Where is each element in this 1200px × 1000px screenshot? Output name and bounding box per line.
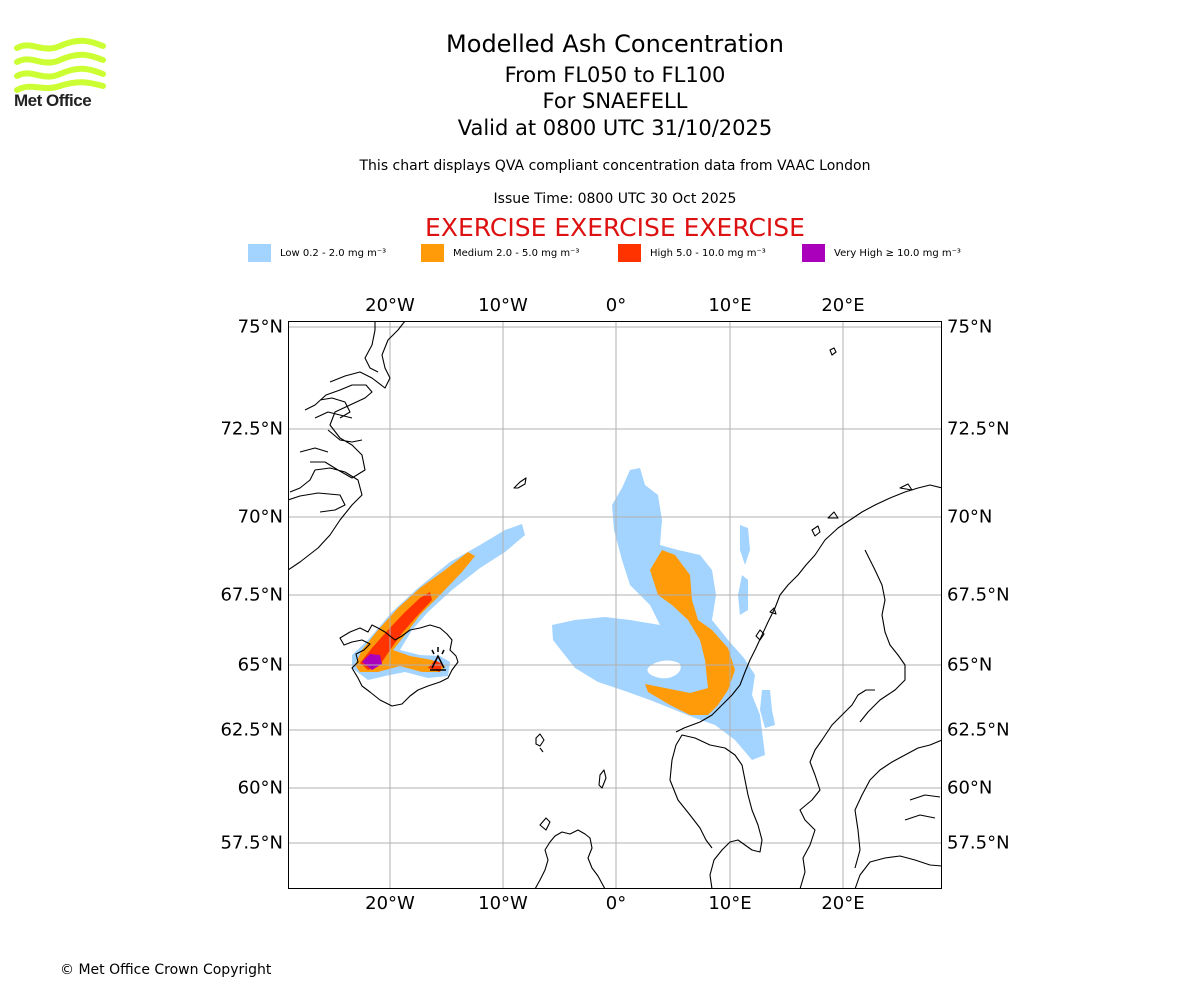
lat-tick-left: 67.5°N xyxy=(220,584,283,606)
lat-tick-left: 72.5°N xyxy=(220,418,283,440)
met-office-logo-icon xyxy=(14,37,106,93)
lat-tick-right: 70°N xyxy=(947,506,993,528)
chart-title: Modelled Ash Concentration xyxy=(446,30,784,58)
lon-tick-bottom: 20°W xyxy=(365,893,415,914)
valid-time: Valid at 0800 UTC 31/10/2025 xyxy=(457,116,773,140)
flight-level-range: From FL050 to FL100 xyxy=(504,63,726,87)
ash-concentration-map xyxy=(288,321,942,889)
norway-coast xyxy=(669,484,942,889)
lat-tick-left: 65°N xyxy=(237,654,283,676)
lon-tick-bottom: 10°W xyxy=(478,893,528,914)
lat-tick-right: 60°N xyxy=(947,777,993,799)
lon-tick-top: 10°W xyxy=(478,295,528,316)
chart-description: This chart displays QVA compliant concen… xyxy=(359,158,871,174)
lon-tick-bottom: 10°E xyxy=(708,893,752,914)
copyright-notice: © Met Office Crown Copyright xyxy=(60,962,272,978)
map-gridlines xyxy=(288,321,942,889)
iceland-coast xyxy=(339,624,459,707)
logo-text: Met Office xyxy=(14,91,92,110)
lon-tick-top: 0° xyxy=(605,295,627,316)
lat-tick-left: 75°N xyxy=(237,316,283,338)
lat-tick-right: 72.5°N xyxy=(947,418,1010,440)
ash-very-high-region xyxy=(362,654,382,670)
lon-tick-top: 20°E xyxy=(821,295,865,316)
scotland-coast xyxy=(534,829,606,889)
legend-label-very-high: Very High ≥ 10.0 mg m⁻³ xyxy=(834,247,961,259)
baltic-coast xyxy=(854,549,942,889)
map-frame xyxy=(288,321,942,889)
lat-tick-left: 57.5°N xyxy=(220,832,283,854)
legend-swatch-medium xyxy=(421,244,444,262)
legend-label-low: Low 0.2 - 2.0 mg m⁻³ xyxy=(280,247,387,259)
legend-swatch-very-high xyxy=(802,244,825,262)
legend-item-very-high: Very High ≥ 10.0 mg m⁻³ xyxy=(802,244,961,262)
lat-tick-right: 62.5°N xyxy=(947,719,1010,741)
lon-tick-top: 10°E xyxy=(708,295,752,316)
coastlines xyxy=(288,321,942,889)
lat-tick-right: 65°N xyxy=(947,654,993,676)
lat-tick-left: 60°N xyxy=(237,777,283,799)
lon-tick-top: 20°W xyxy=(365,295,415,316)
lat-tick-left: 70°N xyxy=(237,506,283,528)
lon-tick-bottom: 20°E xyxy=(821,893,865,914)
volcano-name: For SNAEFELL xyxy=(542,89,688,113)
lon-tick-bottom: 0° xyxy=(605,893,627,914)
legend-item-high: High 5.0 - 10.0 mg m⁻³ xyxy=(618,244,766,262)
lat-tick-left: 62.5°N xyxy=(220,719,283,741)
volcano-symbol-icon xyxy=(430,647,446,671)
legend-item-low: Low 0.2 - 2.0 mg m⁻³ xyxy=(248,244,386,262)
legend-label-medium: Medium 2.0 - 5.0 mg m⁻³ xyxy=(453,247,580,259)
jan-mayen-coast xyxy=(513,477,527,489)
legend-swatch-low xyxy=(248,244,271,262)
ash-high-region xyxy=(360,592,442,672)
exercise-banner: EXERCISE EXERCISE EXERCISE xyxy=(425,213,805,242)
lat-tick-right: 75°N xyxy=(947,316,993,338)
greenland-coast xyxy=(288,321,406,571)
issue-time: Issue Time: 0800 UTC 30 Oct 2025 xyxy=(493,191,737,207)
legend-swatch-high xyxy=(618,244,641,262)
lat-tick-right: 67.5°N xyxy=(947,584,1010,606)
lat-tick-right: 57.5°N xyxy=(947,832,1010,854)
legend-item-medium: Medium 2.0 - 5.0 mg m⁻³ xyxy=(421,244,579,262)
legend-label-high: High 5.0 - 10.0 mg m⁻³ xyxy=(650,247,766,259)
